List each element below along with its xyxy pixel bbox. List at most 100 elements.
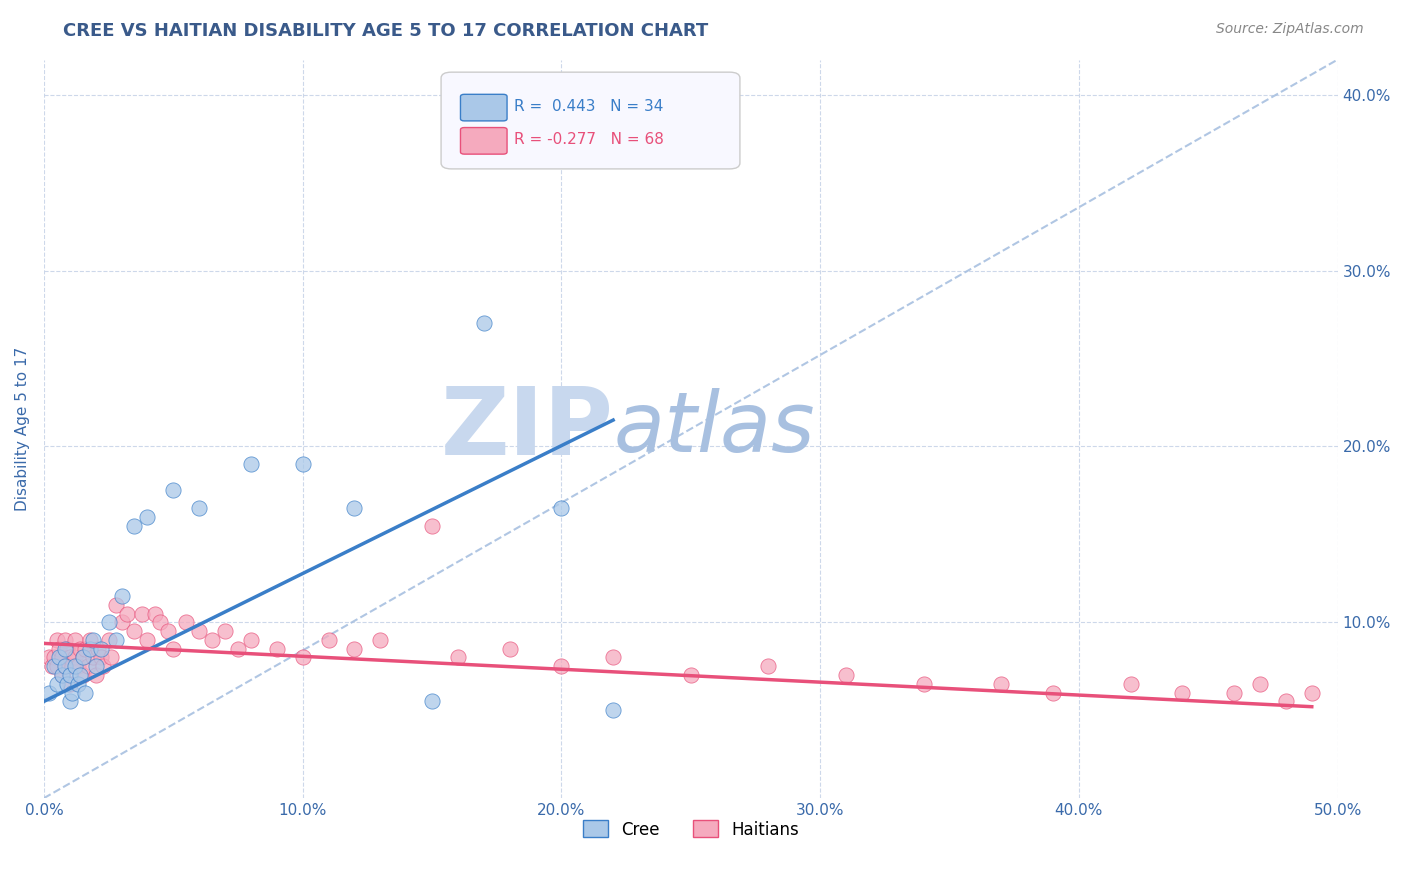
Point: [1275, 694, 1298, 708]
Point: [45, 677, 67, 691]
Point: [100, 650, 122, 665]
Point: [84, 668, 107, 682]
Point: [602, 703, 624, 717]
Point: [201, 632, 224, 647]
Point: [56, 677, 79, 691]
Text: ZIP: ZIP: [440, 383, 613, 475]
Point: [368, 632, 391, 647]
Point: [66, 659, 89, 673]
Point: [157, 624, 180, 638]
Point: [679, 668, 702, 682]
Point: [75, 685, 97, 699]
Point: [143, 607, 166, 621]
Point: [226, 641, 249, 656]
Point: [44, 650, 66, 665]
Point: [1119, 677, 1142, 691]
Point: [149, 615, 172, 630]
Point: [53, 641, 76, 656]
Point: [124, 518, 146, 533]
FancyBboxPatch shape: [461, 95, 508, 121]
Text: atlas: atlas: [613, 388, 814, 469]
Text: Source: ZipAtlas.com: Source: ZipAtlas.com: [1216, 22, 1364, 37]
Point: [59, 668, 82, 682]
Point: [44, 659, 66, 673]
Point: [498, 641, 520, 656]
Point: [38, 685, 60, 699]
Point: [90, 641, 112, 656]
Point: [79, 641, 101, 656]
Point: [136, 632, 159, 647]
Point: [105, 632, 128, 647]
Point: [1301, 685, 1323, 699]
Text: R = -0.277   N = 68: R = -0.277 N = 68: [513, 132, 664, 147]
Point: [239, 457, 262, 471]
Point: [48, 641, 70, 656]
Point: [53, 632, 76, 647]
Text: CREE VS HAITIAN DISABILITY AGE 5 TO 17 CORRELATION CHART: CREE VS HAITIAN DISABILITY AGE 5 TO 17 C…: [63, 22, 709, 40]
Point: [45, 632, 67, 647]
Point: [835, 668, 858, 682]
Point: [63, 650, 86, 665]
Point: [45, 659, 67, 673]
Point: [990, 677, 1012, 691]
Point: [115, 607, 138, 621]
FancyBboxPatch shape: [441, 72, 740, 169]
Point: [912, 677, 935, 691]
Point: [188, 501, 211, 516]
Point: [41, 659, 63, 673]
Point: [59, 694, 82, 708]
Point: [214, 624, 236, 638]
Point: [550, 659, 572, 673]
Point: [131, 607, 153, 621]
Point: [124, 624, 146, 638]
Point: [53, 659, 76, 673]
Point: [1223, 685, 1246, 699]
Y-axis label: Disability Age 5 to 17: Disability Age 5 to 17: [15, 347, 30, 511]
Point: [188, 624, 211, 638]
Point: [97, 632, 120, 647]
Point: [60, 685, 83, 699]
Point: [75, 641, 97, 656]
Point: [87, 641, 110, 656]
Point: [69, 641, 91, 656]
Point: [63, 632, 86, 647]
Point: [343, 641, 366, 656]
Point: [66, 677, 89, 691]
Point: [472, 317, 495, 331]
Point: [291, 650, 314, 665]
Point: [72, 650, 94, 665]
Point: [59, 650, 82, 665]
Point: [343, 501, 366, 516]
Point: [318, 632, 340, 647]
Point: [602, 650, 624, 665]
Point: [110, 615, 132, 630]
Legend: Cree, Haitians: Cree, Haitians: [576, 814, 806, 846]
Point: [105, 598, 128, 612]
Point: [1171, 685, 1194, 699]
Point: [59, 677, 82, 691]
Point: [82, 632, 104, 647]
Point: [90, 650, 112, 665]
Point: [51, 650, 73, 665]
Point: [758, 659, 780, 673]
FancyBboxPatch shape: [461, 128, 508, 154]
Point: [63, 659, 86, 673]
Point: [550, 501, 572, 516]
Point: [53, 659, 76, 673]
Point: [48, 650, 70, 665]
Point: [51, 668, 73, 682]
Point: [69, 668, 91, 682]
Point: [51, 668, 73, 682]
Point: [72, 668, 94, 682]
Point: [162, 483, 184, 498]
Text: R =  0.443   N = 34: R = 0.443 N = 34: [513, 99, 662, 113]
Point: [291, 457, 314, 471]
Point: [447, 650, 470, 665]
Point: [82, 650, 104, 665]
Point: [38, 650, 60, 665]
Point: [110, 589, 132, 603]
Point: [174, 615, 197, 630]
Point: [239, 632, 262, 647]
Point: [1042, 685, 1064, 699]
Point: [79, 632, 101, 647]
